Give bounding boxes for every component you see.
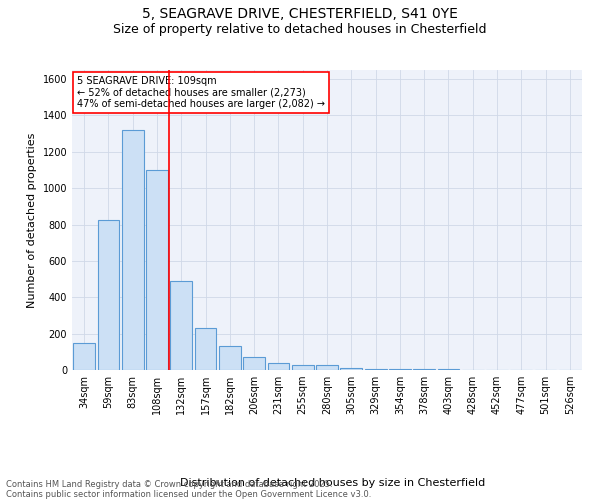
Y-axis label: Number of detached properties: Number of detached properties xyxy=(27,132,37,308)
Bar xyxy=(413,369,435,370)
Text: Distribution of detached houses by size in Chesterfield: Distribution of detached houses by size … xyxy=(181,478,485,488)
Bar xyxy=(365,369,386,370)
Bar xyxy=(389,369,411,370)
Bar xyxy=(194,328,217,370)
Bar xyxy=(340,368,362,370)
Bar xyxy=(146,170,168,370)
Bar xyxy=(437,369,460,370)
Bar xyxy=(122,130,143,370)
Bar xyxy=(219,346,241,370)
Bar xyxy=(316,366,338,370)
Bar xyxy=(268,364,289,370)
Text: Contains HM Land Registry data © Crown copyright and database right 2025.
Contai: Contains HM Land Registry data © Crown c… xyxy=(6,480,371,499)
Text: 5, SEAGRAVE DRIVE, CHESTERFIELD, S41 0YE: 5, SEAGRAVE DRIVE, CHESTERFIELD, S41 0YE xyxy=(142,8,458,22)
Bar xyxy=(243,358,265,370)
Bar xyxy=(73,342,95,370)
Bar xyxy=(170,281,192,370)
Bar xyxy=(97,220,119,370)
Text: 5 SEAGRAVE DRIVE: 109sqm
← 52% of detached houses are smaller (2,273)
47% of sem: 5 SEAGRAVE DRIVE: 109sqm ← 52% of detach… xyxy=(77,76,325,109)
Text: Size of property relative to detached houses in Chesterfield: Size of property relative to detached ho… xyxy=(113,22,487,36)
Bar xyxy=(292,366,314,370)
